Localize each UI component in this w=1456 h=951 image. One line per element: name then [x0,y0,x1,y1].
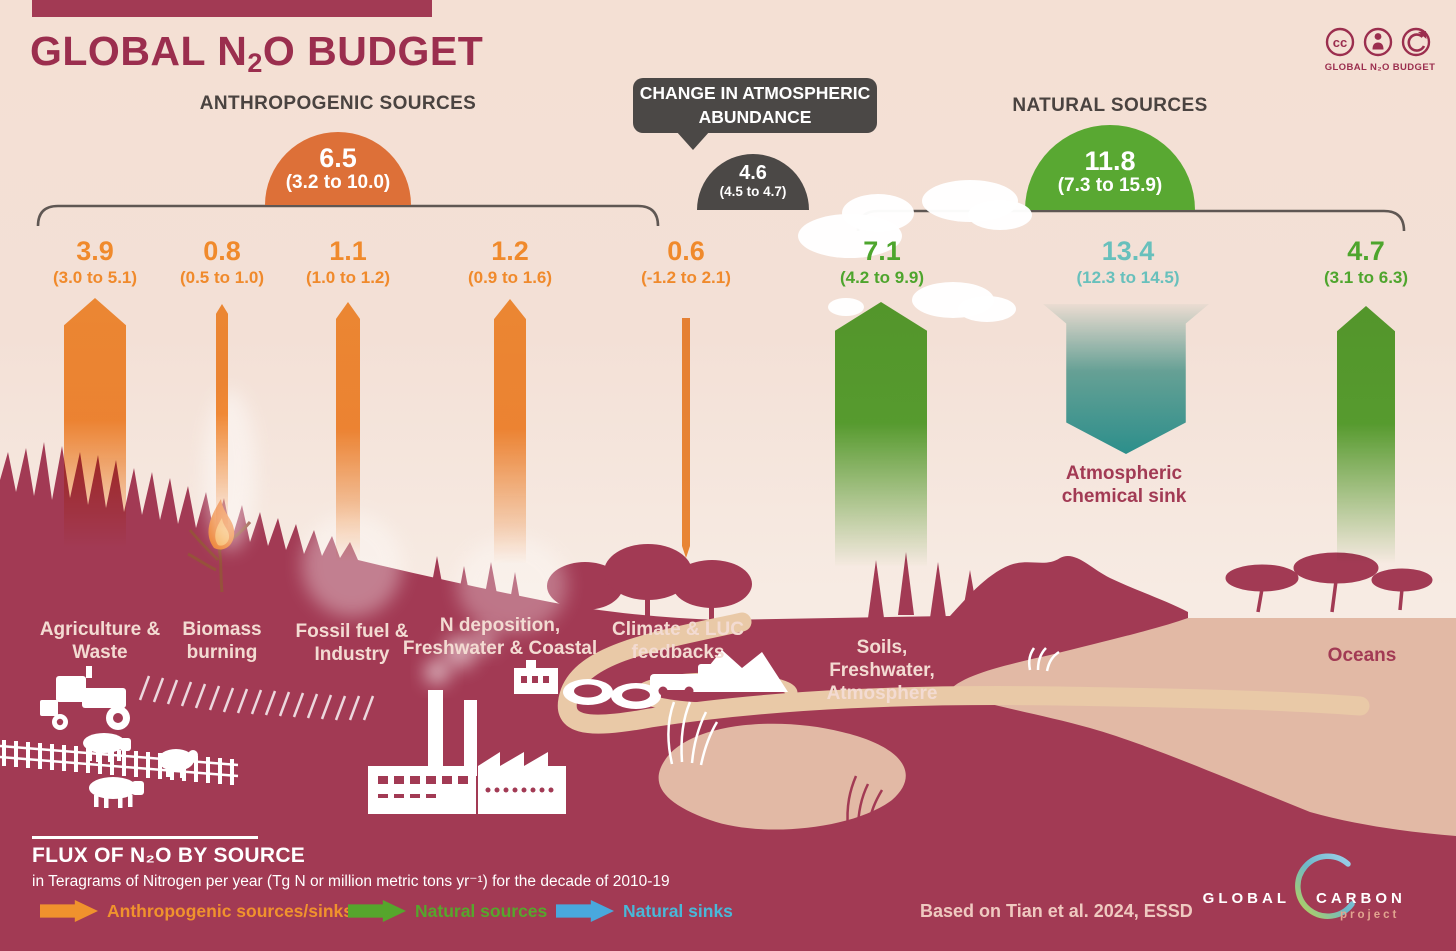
climate-label: Climate & LUC feedbacks [612,619,744,664]
license-badges: cc [1325,27,1431,57]
footer-rule [32,836,258,839]
flux-title: FLUX OF N₂O BY SOURCE [32,844,306,867]
logo-project-text: project [1340,909,1400,921]
anthropogenic-bracket [36,204,660,227]
factory-icon [368,628,566,814]
n-deposition-flux-arrow [494,299,526,587]
biomass-value: 0.8 (0.5 to 1.0) [179,236,265,288]
treatment-plant-icon [514,660,661,709]
logo-carbon-text: CARBON [1316,890,1406,907]
burnt-tree [187,521,252,593]
fossil-fuel-flux-arrow [336,302,360,584]
climate-value: 0.6 (-1.2 to 2.1) [641,236,731,288]
gcp-crescent-icon [1295,853,1355,919]
oceans-value: 4.7 (3.1 to 6.3) [1323,236,1409,288]
crop-rows [138,675,375,721]
top-accent-bar [32,0,432,17]
agriculture-label: Agriculture & Waste [39,619,161,664]
pond-reeds-dark [846,775,884,831]
biomass-burning-flux-arrow [216,304,228,548]
legend-natural-sources: Natural sources [348,900,547,922]
agriculture-waste-flux-arrow [64,298,126,570]
citation: Based on Tian et al. 2024, ESSD [920,901,1193,921]
cow-icon-2 [89,777,144,808]
soils-value: 7.1 (4.2 to 9.9) [839,236,925,288]
atmospheric-change-range: (4.5 to 4.7) [719,184,787,199]
legend-natural-sinks: Natural sinks [556,900,733,922]
natural-total-value: 11.8 [1084,146,1136,176]
biomass-label: Biomass burning [182,619,262,664]
cow-icon [83,733,131,762]
soils-flux-arrow [835,302,927,590]
agriculture-value: 3.9 (3.0 to 5.1) [52,236,138,288]
soils-label: Soils, Freshwater, Atmosphere [826,637,938,705]
cloud [968,200,1032,230]
orange-arrow-icon [40,900,98,922]
sink-value: 13.4 (12.3 to 14.5) [1076,236,1180,288]
natural-total-range: (7.3 to 15.9) [1057,175,1163,197]
atmospheric-sink-label: Atmospheric chemical sink [1061,463,1187,508]
savanna-trees [1225,552,1433,613]
anthropogenic-sources-heading: ANTHROPOGENIC SOURCES [199,93,477,114]
anthropogenic-total-range: (3.2 to 10.0) [285,172,391,194]
legend-anthropogenic: Anthropogenic sources/sinks [40,900,353,922]
atmospheric-change-dome: 4.6 (4.5 to 4.7) [697,154,809,210]
ndep-label: N deposition, Freshwater & Coastal [402,615,598,660]
callout-pointer [676,131,710,150]
cloud [958,296,1016,322]
sheep-icon [158,749,198,778]
global-carbon-project-logo: GLOBAL CARBON project [1180,846,1440,936]
green-arrow-icon [348,900,406,922]
fossil-value: 1.1 (1.0 to 1.2) [305,236,391,288]
atmospheric-change-value: 4.6 [739,162,767,184]
cloud [842,194,914,232]
pond-water [658,723,906,830]
blue-arrow-icon [556,900,614,922]
change-in-atmospheric-abundance-callout: CHANGE IN ATMOSPHERIC ABUNDANCE [633,78,877,133]
share-alike-icon [1401,27,1431,57]
natural-total-dome: 11.8 (7.3 to 15.9) [1025,125,1195,210]
svg-text:cc: cc [1333,35,1347,50]
logo-global-text: GLOBAL [1202,890,1290,907]
page-title: GLOBAL N2O BUDGET [30,28,484,78]
tree-grove [547,544,752,620]
climate-luc-flux-arrow [682,318,690,558]
truck-icon [650,650,788,696]
tractor-icon [56,676,86,702]
fossil-label: Fossil fuel & Industry [295,621,409,666]
reeds [667,647,1060,766]
cloud [828,298,864,316]
ndep-value: 1.2 (0.9 to 1.6) [467,236,553,288]
agriculture-icons [0,666,375,808]
attribution-icon [1363,27,1393,57]
flux-subtitle: in Teragrams of Nitrogen per year (Tg N … [32,873,670,890]
anthropogenic-total-dome: 6.5 (3.2 to 10.0) [265,132,411,205]
anthropogenic-total-value: 6.5 [319,143,357,173]
cc-icon [1325,27,1355,57]
oceans-label: Oceans [1327,645,1397,666]
oceans-flux-arrow [1337,306,1395,586]
natural-sources-heading: NATURAL SOURCES [1012,95,1208,116]
license-label: GLOBAL N₂O BUDGET [1324,62,1436,73]
